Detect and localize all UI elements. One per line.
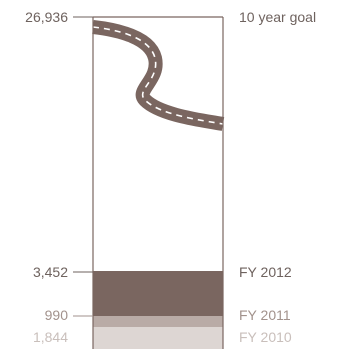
series-label-fy-2010: FY 2010 (239, 329, 292, 345)
goal-value-label: 26,936 (25, 9, 68, 25)
segment-fy-2011 (93, 316, 223, 327)
goal-bar-frame (92, 16, 224, 349)
road-icon (92, 20, 225, 131)
road-center-line (92, 26, 224, 125)
series-label-fy-2012: FY 2012 (239, 264, 292, 280)
road-surface (92, 20, 225, 131)
ticks-layer (73, 16, 93, 317)
value-label-fy-2012: 3,452 (33, 264, 68, 280)
value-label-fy-2010: 1,844 (33, 329, 68, 345)
labels-layer: 1,844 FY 2010 990 FY 2011 3,452 FY 2012 26,936… (25, 9, 316, 345)
goal-label: 10 year goal (239, 9, 316, 25)
segment-fy-2010 (93, 327, 223, 349)
value-label-fy-2011: 990 (45, 307, 69, 323)
segment-fy-2012 (93, 271, 223, 316)
series-label-fy-2011: FY 2011 (239, 307, 291, 323)
segments-layer (93, 271, 223, 349)
